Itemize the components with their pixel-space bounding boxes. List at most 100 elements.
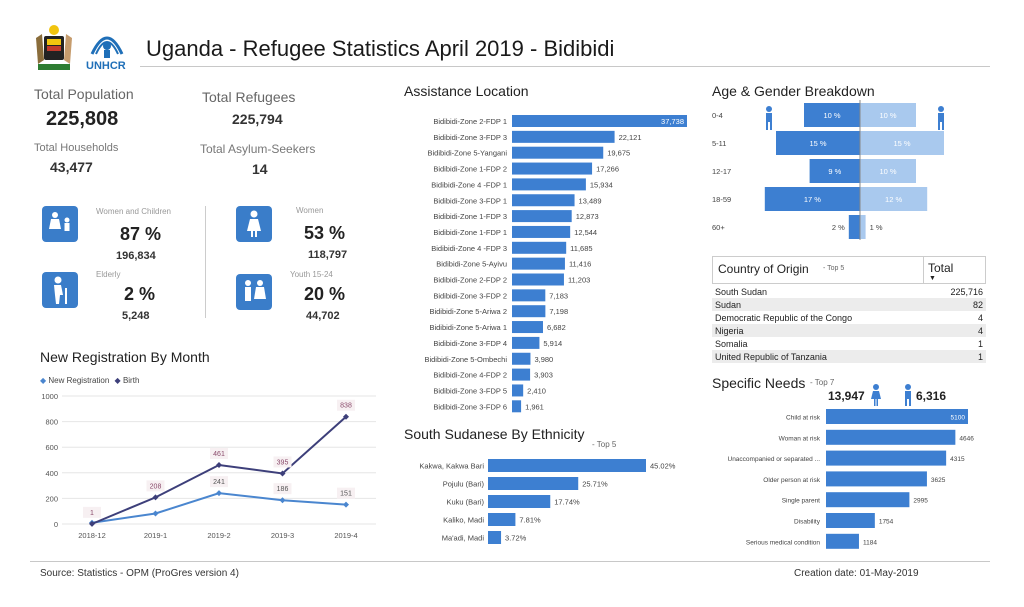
bar — [512, 146, 604, 159]
male-pct-label: 15 % — [809, 139, 826, 148]
total-households-label: Total Households — [34, 142, 119, 154]
bar — [512, 400, 522, 413]
bar-value-label: 12,544 — [574, 228, 597, 237]
x-tick-label: 2019-1 — [144, 531, 167, 540]
data-label-bg — [146, 480, 165, 492]
bar — [512, 273, 564, 286]
female-bar — [860, 103, 916, 127]
male-bar — [809, 159, 860, 183]
bar — [512, 241, 567, 254]
origin-total-cell: 4 — [927, 324, 986, 337]
female-pct-label: 10 % — [879, 167, 896, 176]
y-tick-label: 1000 — [41, 392, 58, 401]
data-label-bg — [273, 456, 292, 468]
bar-value-label: 3.72% — [505, 534, 527, 543]
bar-category-label: Kuku (Bari) — [446, 498, 484, 507]
data-label-bg — [210, 447, 228, 459]
bar — [826, 492, 910, 508]
origin-note: - Top 5 — [823, 265, 845, 272]
bar-value-label: 11,203 — [568, 276, 590, 285]
data-label: 208 — [150, 483, 162, 490]
needs-male-total: 6,316 — [916, 389, 947, 403]
bar-value-label: 11,685 — [570, 244, 592, 253]
male-pct-label: 17 % — [804, 195, 821, 204]
demographics-divider — [205, 206, 206, 318]
bar-category-label: Disability — [794, 519, 821, 526]
footer-divider — [30, 561, 990, 562]
registration-title: New Registration By Month — [40, 349, 210, 365]
origin-row: Somalia 1 — [712, 337, 986, 350]
origin-row: Nigeria 4 — [712, 324, 986, 337]
data-label-bg — [210, 476, 228, 488]
bar — [512, 336, 540, 349]
elderly-icon — [42, 272, 78, 308]
unhcr-logo-text: UNHCR — [86, 60, 126, 72]
bar — [512, 368, 531, 381]
bar-value-label: 1184 — [863, 539, 877, 546]
y-tick-label: 400 — [45, 469, 58, 478]
sort-descending-icon[interactable]: ▼ — [929, 275, 936, 282]
elderly-label: Elderly — [96, 270, 121, 279]
bar-value-label: 5,914 — [543, 339, 562, 348]
total-population-value: 225,808 — [46, 108, 119, 130]
bar-category-label: Bidibidi-Zone 1-FDP 1 — [433, 228, 507, 237]
origin-total-cell: 82 — [927, 298, 986, 311]
bar-category-label: Kakwa, Kakwa Bari — [419, 462, 484, 471]
total-population-label: Total Population — [34, 86, 134, 102]
data-label: 461 — [213, 451, 225, 458]
data-label-bg — [337, 487, 355, 499]
data-label: 395 — [277, 459, 289, 466]
data-label-bg — [337, 399, 355, 411]
needs-female-total: 13,947 — [828, 389, 865, 403]
age-group-label: 12-17 — [712, 167, 731, 176]
female-pct-label: 12 % — [885, 195, 902, 204]
bar-category-label: Bidibidi-Zone 4-FDP 2 — [433, 371, 507, 380]
bar-category-label: Serious medical condition — [746, 539, 820, 546]
data-label: 241 — [213, 479, 225, 486]
data-point — [343, 413, 349, 420]
bar — [512, 225, 571, 238]
data-label-bg — [273, 483, 292, 495]
bar-value-label: 17,266 — [596, 165, 619, 174]
origin-country-cell: Democratic Republic of the Congo — [715, 312, 853, 323]
bar-category-label: Bidibidi-Zone 3-FDP 6 — [433, 402, 507, 411]
legend-birth-label: Birth — [122, 376, 140, 385]
data-point — [216, 490, 222, 497]
bar-category-label: Unaccompanied or separated ... — [728, 456, 821, 463]
registration-legend: ◆ New Registration ◆ Birth — [40, 376, 139, 385]
data-point — [279, 470, 286, 477]
female-bar — [860, 159, 916, 183]
total-asylum-label: Total Asylum-Seekers — [200, 142, 316, 156]
footer-source: Source: Statistics - OPM (ProGres versio… — [40, 568, 239, 579]
total-households-value: 43,477 — [50, 159, 93, 175]
data-point — [89, 520, 95, 527]
assistance-bar-chart: Bidibidi-Zone 2-FDP 1 37,738 Bidibidi-Zone… — [424, 115, 687, 413]
bar-category-label: Bidibidi-Zone 5-Ariwa 2 — [429, 307, 507, 316]
bar — [488, 531, 502, 544]
male-person-icon — [762, 106, 776, 135]
needs-note: - Top 7 — [810, 378, 835, 387]
bar — [512, 257, 565, 270]
male-pct-label: 10 % — [823, 111, 840, 120]
origin-country-cell: United Republic of Tanzania — [712, 350, 928, 363]
bar — [512, 162, 593, 175]
bar-category-label: Bidibidi-Zone 5-Ayivu — [436, 260, 507, 269]
bar-category-label: Bidibidi-Zone 2-FDP 1 — [433, 117, 507, 126]
bar-value-label: 45.02% — [650, 462, 676, 471]
bar-value-label: 13,489 — [579, 196, 602, 205]
origin-total-header[interactable]: Total — [928, 261, 954, 275]
female-pct-label: 15 % — [893, 139, 910, 148]
women-pct: 53 % — [304, 223, 346, 243]
bar — [826, 533, 859, 549]
women-label: Women — [296, 206, 324, 215]
bar — [826, 409, 968, 424]
women-count: 118,797 — [308, 249, 348, 261]
data-label: 151 — [340, 491, 352, 498]
uganda-coat-of-arms-logo — [30, 24, 78, 74]
age-group-label: 60+ — [712, 223, 725, 232]
total-refugees-value: 225,794 — [232, 111, 283, 127]
data-label: 838 — [340, 403, 352, 410]
specific-needs-bar-chart: Child at risk 5100 Woman at risk 4646 Unacco… — [728, 409, 974, 549]
age-gender-title: Age & Gender Breakdown — [712, 83, 875, 99]
bar — [826, 429, 956, 445]
